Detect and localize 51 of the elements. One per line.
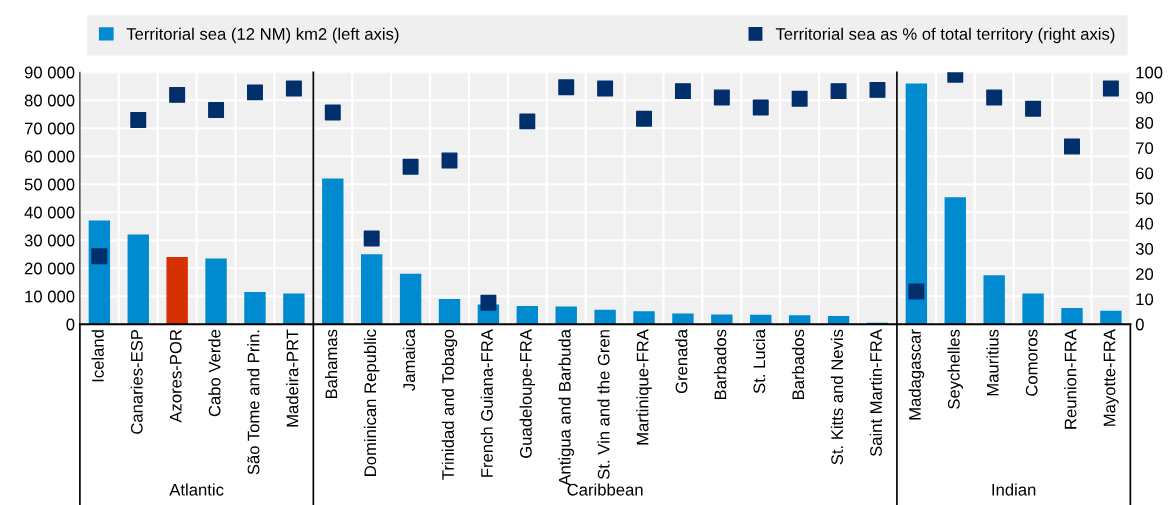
x-tick-label: Jamaica — [402, 329, 416, 391]
x-tick-label: Martinique-FRA — [636, 329, 652, 445]
y2-tick-label: 0 — [1135, 318, 1144, 331]
x-tick-label: Saint Martin-FRA — [869, 329, 882, 457]
y-tick-label: 60 000 — [24, 150, 75, 163]
y-tick-label: 20 000 — [24, 262, 75, 275]
x-tick-label: St. Lucia — [752, 329, 766, 394]
x-tick-label: Reunion-FRA — [1064, 329, 1077, 429]
y2-tick-label: 80 — [1135, 117, 1154, 129]
y2-tick-label: 10 — [1136, 293, 1154, 306]
x-tick-label: Seychelles — [947, 329, 964, 409]
y2-tick-label: 70 — [1136, 142, 1154, 155]
x-tick-label: Canaries-ESP — [130, 329, 143, 434]
y-tick-label: 40 000 — [24, 206, 75, 219]
y-tick-label: 70 000 — [24, 122, 75, 135]
x-tick-label: São Tome and Prin. — [247, 330, 260, 475]
y-tick-label: 50 000 — [24, 178, 75, 191]
x-tick-label: French Guiana-FRA — [480, 329, 493, 477]
text: Indian — [992, 483, 1036, 496]
x-tick-label: Barbados — [714, 329, 727, 400]
y-tick-label: 90 000 — [24, 66, 75, 79]
y-tick-label: 10 000 — [25, 290, 75, 303]
x-tick-label: St. Vin and the Gren — [597, 330, 610, 480]
x-tick-label: Iceland — [91, 330, 104, 382]
x-tick-label: Madagascar — [908, 329, 925, 420]
x-tick-label: Cabo Verde — [208, 329, 221, 417]
legend-label: Territorial sea as % of total territory (right axis) — [775, 27, 1115, 44]
x-tick-label: Dominican Republic — [363, 329, 380, 476]
x-tick-label: Trinidad and Tobago — [441, 329, 458, 480]
x-tick-label: Azores-POR — [169, 329, 182, 423]
x-tick-label: Mauritius — [986, 329, 999, 396]
text: Atlantic — [169, 483, 224, 496]
x-tick-label: Mayotte-FRA — [1103, 329, 1119, 426]
y2-tick-label: 60 — [1136, 167, 1154, 180]
y2-tick-label: 90 — [1135, 91, 1154, 104]
x-tick-label: Barbados — [791, 329, 805, 400]
y-tick-label: 0 — [66, 318, 75, 331]
x-tick-label: Comoros — [1025, 329, 1038, 396]
y2-tick-label: 50 — [1135, 192, 1154, 205]
x-tick-label: Grenada — [675, 329, 688, 394]
y-tick-label: 80 000 — [24, 94, 75, 107]
y2-tick-label: 20 — [1136, 268, 1154, 281]
x-tick-label: Madeira-PRT — [286, 329, 299, 427]
x-tick-label: St. Kitts and Nevis — [830, 329, 844, 465]
x-tick-label: Guadeloupe-FRA — [519, 329, 536, 458]
legend-label: Territorial sea (12 NM) km2 (left axis) — [126, 27, 399, 44]
y2-tick-label: 40 — [1135, 217, 1154, 230]
y-tick-label: 30 000 — [24, 234, 75, 247]
x-tick-label: Bahamas — [325, 329, 338, 399]
y2-tick-label: 100 — [1136, 66, 1163, 79]
y2-tick-label: 30 — [1135, 243, 1154, 255]
